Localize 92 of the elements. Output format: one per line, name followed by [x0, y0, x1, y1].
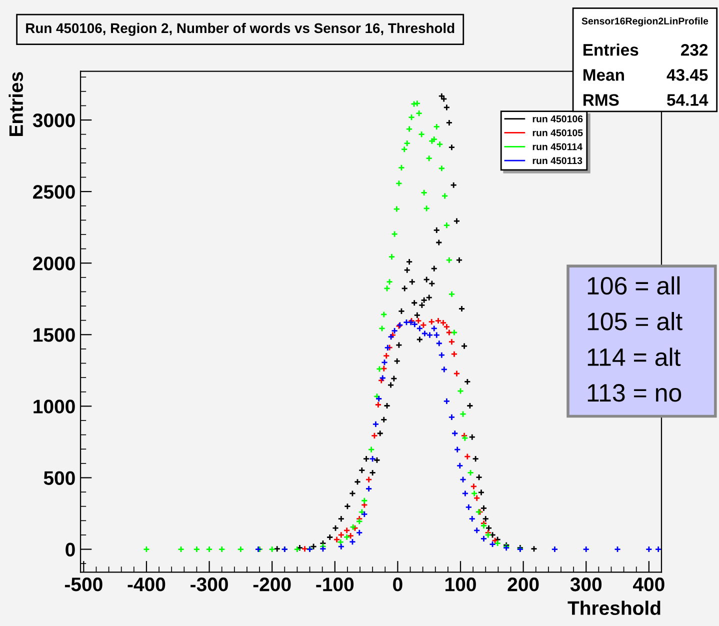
y-tick-label: 0 — [66, 542, 75, 557]
x-tick-label: -100 — [316, 578, 354, 592]
legend-label: run 450106 — [532, 115, 583, 122]
point — [473, 526, 480, 534]
text: RMS 54.14 — [584, 94, 708, 106]
point — [470, 482, 478, 490]
point — [582, 546, 590, 553]
point — [492, 537, 499, 544]
x-tick-label: -500 — [64, 578, 102, 592]
point — [468, 515, 476, 522]
point — [369, 455, 376, 462]
point — [426, 332, 434, 339]
point — [433, 332, 440, 339]
point — [551, 546, 558, 553]
point — [460, 476, 466, 484]
point — [465, 504, 472, 511]
point — [370, 432, 378, 440]
point — [473, 494, 480, 502]
annotation: 113 = no — [588, 384, 682, 402]
point — [430, 325, 438, 332]
point — [456, 462, 464, 470]
point — [411, 320, 418, 328]
point — [451, 430, 458, 437]
y-tick-label: 2000 — [33, 256, 75, 270]
point — [428, 318, 436, 326]
point — [365, 476, 372, 484]
point — [448, 338, 456, 346]
legend-label: run 450105 — [532, 129, 583, 136]
point — [443, 398, 450, 405]
point — [436, 340, 443, 347]
y-tick-label: 3000 — [32, 113, 75, 128]
point — [416, 325, 424, 332]
point — [375, 395, 382, 402]
point — [450, 350, 458, 358]
point — [434, 317, 442, 324]
legend-label: run 450114 — [532, 143, 582, 150]
point — [338, 543, 345, 550]
point — [654, 546, 662, 553]
point — [379, 374, 386, 382]
point — [420, 322, 427, 329]
point — [489, 540, 496, 548]
y-tick-label: 1500 — [34, 328, 75, 342]
annotation: 114 = alt — [588, 348, 681, 366]
x-tick-label: 400 — [632, 578, 664, 592]
point — [349, 538, 356, 546]
point — [421, 330, 428, 337]
x-tick-label: -200 — [253, 578, 291, 592]
point — [301, 545, 308, 552]
point — [448, 414, 456, 421]
annotation: 105 = alt — [588, 312, 682, 330]
point — [645, 546, 652, 553]
point — [319, 545, 326, 552]
x-tick-label: 100 — [446, 578, 476, 592]
point — [446, 329, 453, 336]
point — [360, 510, 368, 518]
point — [453, 370, 460, 378]
text: Sensor16Region2LinProfile — [582, 17, 708, 26]
point — [614, 546, 621, 553]
point — [343, 526, 350, 534]
x-tick-label: 300 — [570, 578, 602, 592]
point — [480, 535, 488, 542]
x-tick-label: 0 — [393, 578, 402, 592]
point — [380, 365, 388, 372]
point — [438, 352, 446, 359]
point — [443, 323, 450, 330]
y-tick-label: 500 — [44, 471, 75, 485]
point — [414, 317, 422, 324]
point — [440, 366, 448, 373]
x-tick-label: -400 — [128, 578, 166, 592]
text: Entries 232 — [584, 44, 708, 56]
point — [365, 485, 372, 492]
point — [462, 490, 469, 497]
chart-title: Run 450106, Region 2, Number of words vs Sensor 16, Threshold — [26, 22, 454, 36]
y-tick-label: 1000 — [34, 400, 75, 414]
point — [372, 420, 380, 428]
x-tick-label: -300 — [190, 578, 228, 592]
y-tick-label: 2500 — [33, 185, 75, 199]
point — [374, 401, 382, 408]
point — [356, 529, 363, 536]
point — [360, 501, 368, 508]
x-tick-label: 200 — [508, 578, 539, 592]
annotation: 106 = all — [588, 276, 680, 295]
point — [454, 446, 461, 454]
x-axis-title: Threshold — [568, 600, 660, 615]
point — [382, 352, 390, 360]
legend-label: run 450113 — [532, 157, 582, 164]
point — [440, 319, 447, 326]
point — [381, 358, 388, 366]
point — [464, 453, 471, 460]
text: Mean 43.45 — [584, 69, 708, 81]
point — [347, 532, 354, 540]
y-axis-title: Entries — [8, 72, 24, 136]
